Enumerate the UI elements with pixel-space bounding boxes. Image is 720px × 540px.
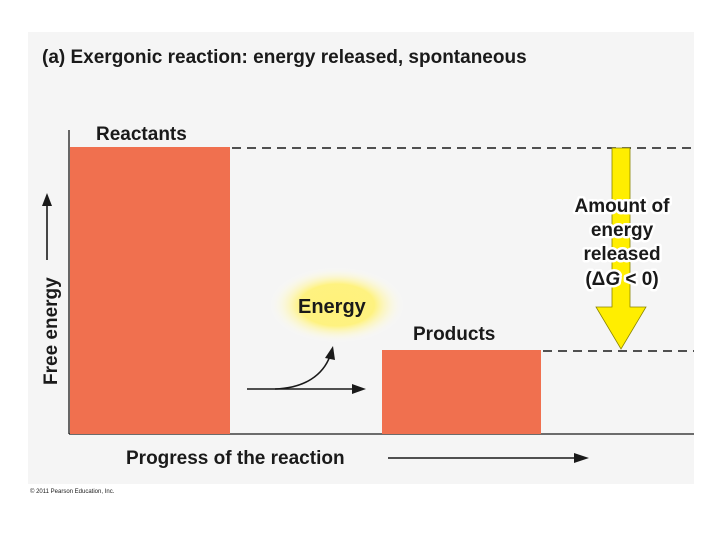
energy-arrow-icon (247, 346, 366, 394)
released-line-3: released (583, 244, 660, 265)
released-inequality: < 0) (620, 269, 659, 290)
released-line-1: Amount of (575, 196, 671, 217)
y-axis-arrow-icon (42, 193, 52, 260)
x-axis-arrow-icon (388, 453, 589, 463)
reactants-label: Reactants (96, 124, 187, 145)
delta-symbol: Δ (592, 269, 606, 290)
products-bar (382, 350, 541, 434)
diagram-title: (a) Exergonic reaction: energy released,… (42, 47, 527, 68)
released-line-4: (ΔG < 0) (585, 269, 658, 290)
reactants-bar (70, 147, 230, 434)
copyright-text: © 2011 Pearson Education, Inc. (30, 488, 115, 495)
y-axis-label: Free energy (41, 277, 62, 385)
x-axis-label: Progress of the reaction (126, 448, 345, 469)
energy-label: Energy (298, 296, 367, 318)
released-line-2: energy (591, 220, 654, 241)
g-symbol: G (605, 269, 620, 290)
products-label: Products (413, 324, 495, 345)
